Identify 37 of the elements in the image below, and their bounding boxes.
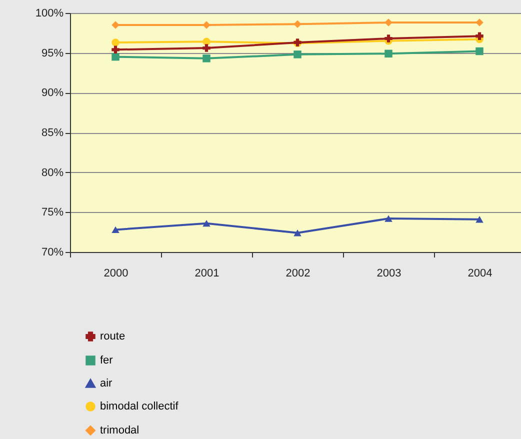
point	[294, 50, 302, 58]
point	[384, 18, 392, 26]
point	[112, 46, 120, 54]
point	[384, 34, 392, 42]
point	[112, 38, 120, 46]
y-tick-label: 100%	[35, 8, 64, 20]
point	[476, 47, 484, 56]
y-tick-label: 90%	[41, 87, 64, 100]
y-tick-label: 85%	[41, 127, 64, 139]
x-tick-label: 2001	[194, 268, 220, 280]
point	[202, 54, 210, 62]
point	[476, 18, 484, 26]
x-tick-label: 2003	[376, 268, 402, 280]
x-tick-label: 2004	[468, 268, 492, 280]
y-tick-label: 75%	[41, 206, 64, 219]
point	[294, 20, 302, 28]
point	[202, 21, 210, 29]
point	[202, 220, 210, 227]
x-tick-label: 2000	[104, 268, 128, 280]
point	[476, 216, 484, 223]
point	[476, 32, 484, 40]
legend-label: bimodal collectif	[100, 400, 180, 412]
point	[294, 230, 302, 236]
point	[112, 226, 120, 234]
legend-label: trimodal	[100, 424, 140, 436]
point	[112, 21, 120, 29]
y-tick-label: 95%	[41, 47, 64, 60]
point	[384, 50, 392, 58]
legend-label: fer	[100, 354, 114, 366]
point	[112, 52, 120, 61]
legend-label: route	[100, 330, 126, 342]
x-tick-label: 2002	[286, 268, 310, 280]
legend-label: air	[100, 378, 113, 390]
point	[384, 215, 392, 222]
point	[202, 44, 210, 52]
y-tick-label: 70%	[41, 246, 64, 258]
y-tick-label: 80%	[41, 166, 64, 179]
